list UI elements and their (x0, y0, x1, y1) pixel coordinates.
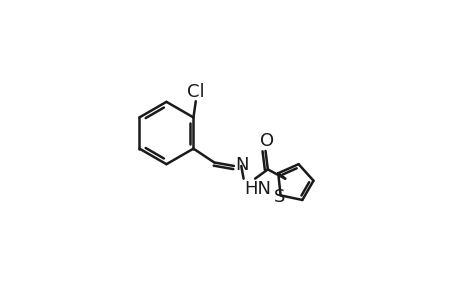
Text: Cl: Cl (186, 82, 204, 100)
Text: N: N (235, 157, 249, 175)
Text: O: O (259, 132, 273, 150)
Text: HN: HN (244, 180, 271, 198)
Text: S: S (273, 188, 285, 206)
